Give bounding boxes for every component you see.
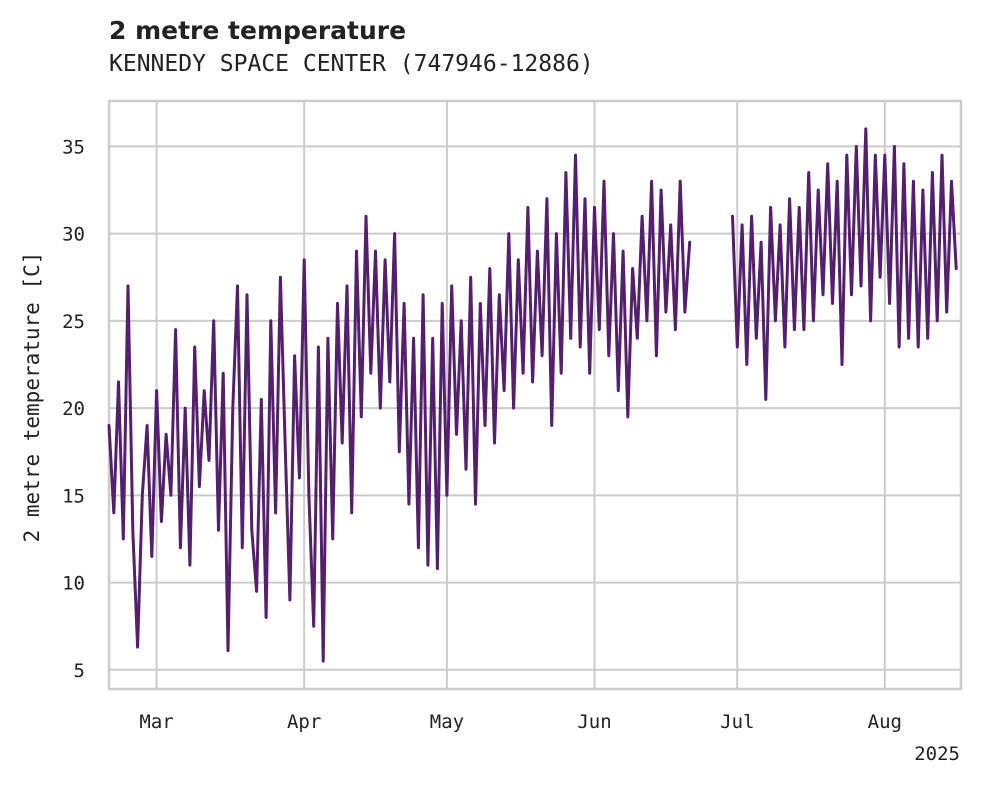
y-axis-label: 2 metre temperature [C]	[20, 252, 44, 543]
chart-subtitle: KENNEDY SPACE CENTER (747946-12886)	[109, 51, 594, 77]
tick-labels: 5 10 15 20 25 30 35 Mar Apr May Jun Jul Aug	[62, 136, 902, 733]
series-line	[107, 127, 958, 663]
x-tick-label: May	[430, 711, 464, 733]
x-tick-label: Jun	[577, 711, 611, 733]
x-tick-label: Mar	[139, 711, 173, 733]
plot-frame	[107, 99, 963, 691]
series-layer	[107, 127, 958, 663]
y-tick-label: 15	[62, 485, 85, 507]
y-tick-label: 30	[62, 224, 85, 246]
y-tick-label: 25	[62, 311, 85, 333]
y-tick-label: 5	[74, 660, 85, 682]
grid	[109, 101, 961, 689]
x-tick-label: Aug	[868, 711, 902, 733]
x-tick-label: Jul	[720, 711, 754, 733]
y-tick-label: 35	[62, 136, 85, 158]
x-offset-label: 2025	[914, 743, 960, 765]
y-tick-label: 20	[62, 398, 85, 420]
y-tick-label: 10	[62, 573, 85, 595]
x-tick-label: Apr	[287, 711, 321, 733]
chart-title: 2 metre temperature	[109, 16, 407, 45]
